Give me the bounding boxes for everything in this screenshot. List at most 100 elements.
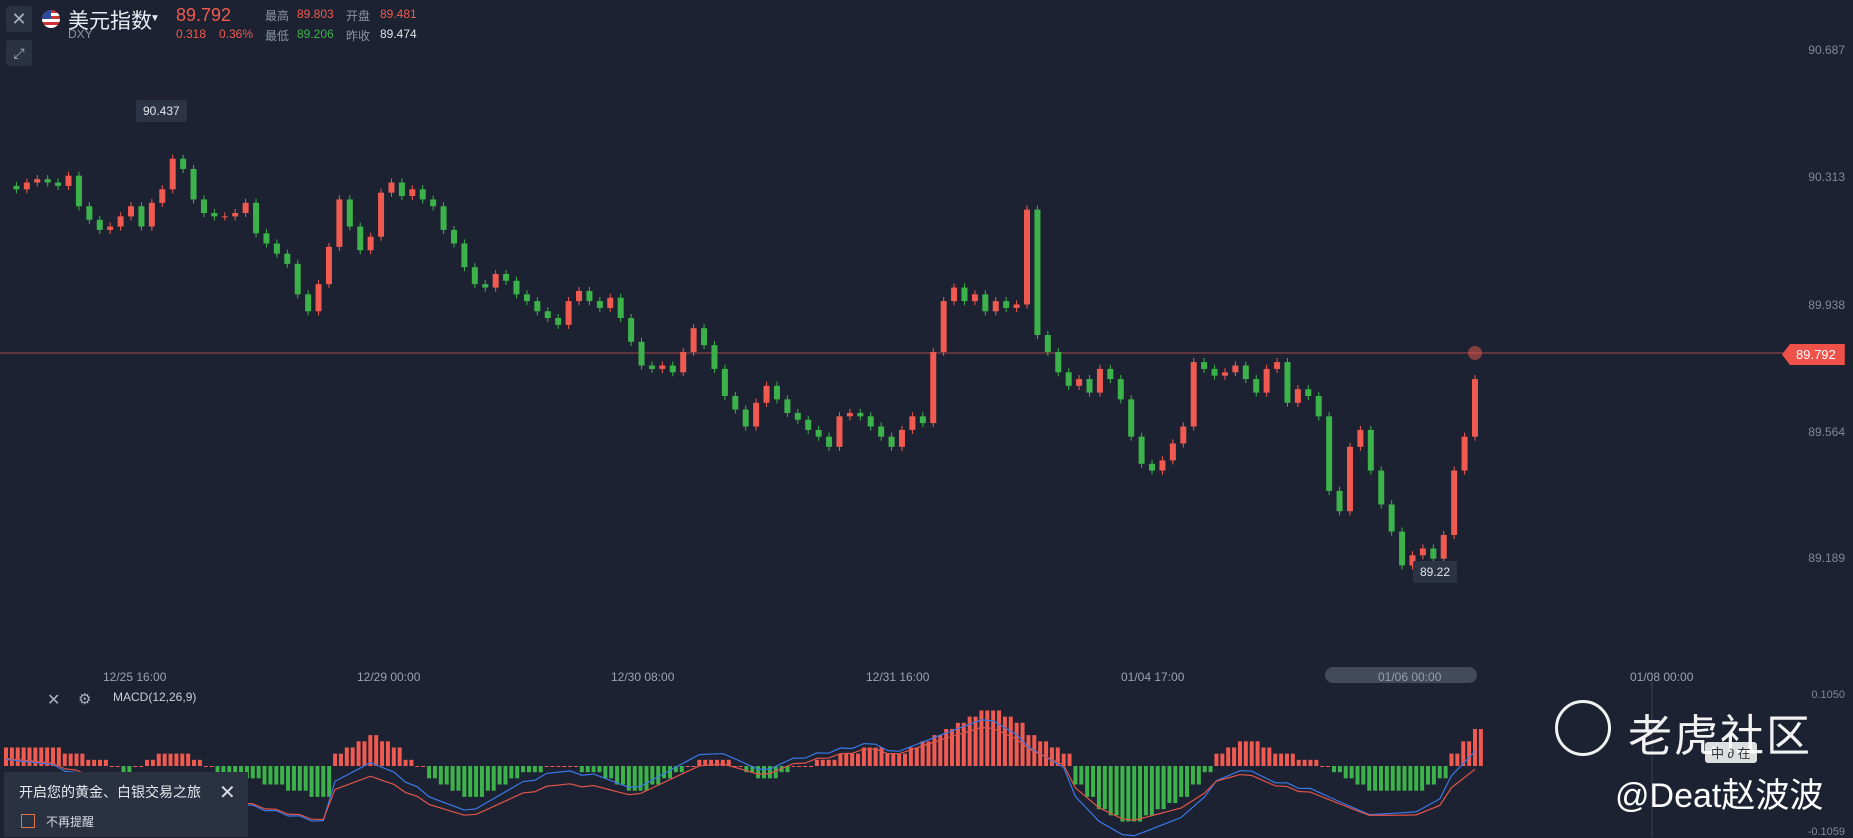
macd-bar	[1284, 753, 1289, 766]
candle-body	[971, 294, 978, 302]
high-marker: 90.437	[136, 100, 187, 122]
candle-body	[961, 287, 968, 302]
macd-bar	[456, 766, 461, 791]
candle-body	[190, 168, 197, 200]
candle-body	[763, 385, 770, 403]
candle-body	[565, 301, 572, 325]
macd-bar	[662, 766, 667, 779]
candle-body	[1305, 389, 1312, 396]
candle-body	[513, 280, 520, 295]
candle-body	[846, 412, 853, 417]
macd-bar	[479, 766, 484, 797]
close-chart-button[interactable]: ✕	[6, 6, 32, 32]
candle-body	[1274, 362, 1281, 369]
scroll-dots[interactable]	[1325, 667, 1477, 683]
symbol-code: DXY	[68, 27, 93, 41]
macd-bar	[1179, 766, 1184, 797]
macd-bar	[1085, 766, 1090, 797]
macd-bar	[1302, 759, 1307, 766]
candle-body	[1399, 531, 1406, 566]
dont-remind-checkbox[interactable]	[21, 814, 35, 828]
chevron-down-icon[interactable]: ▼	[150, 13, 160, 24]
candle-body	[617, 297, 624, 319]
macd-bar	[186, 753, 191, 766]
macd-bar	[1355, 766, 1360, 785]
candle-body	[690, 328, 697, 352]
macd-bar	[932, 735, 937, 766]
macd-bar	[773, 766, 778, 779]
candle-body	[1138, 436, 1145, 464]
macd-bar	[955, 722, 960, 766]
macd-bar	[1102, 766, 1107, 810]
promo-toast[interactable]: 开启您的黄金、白银交易之旅 ✕ 不再提醒	[4, 772, 248, 837]
candle-body	[159, 189, 166, 203]
candle-body	[325, 246, 332, 285]
macd-bar	[162, 753, 167, 766]
macd-bar	[1208, 766, 1213, 773]
macd-bar	[1279, 753, 1284, 766]
macd-bar	[1026, 735, 1031, 766]
last-price: 89.792	[176, 5, 232, 25]
x-tick: 12/30 08:00	[611, 670, 675, 684]
macd-bar	[1308, 759, 1313, 766]
macd-bar	[297, 766, 302, 791]
macd-dea-line	[5, 726, 1476, 821]
macd-title: MACD(12,26,9)	[113, 690, 197, 704]
candle-body	[857, 412, 864, 417]
macd-bar	[908, 747, 913, 766]
macd-bar	[250, 766, 255, 779]
macd-bar	[673, 766, 678, 773]
macd-bar	[1390, 766, 1395, 791]
candle-body	[1472, 379, 1478, 437]
toast-text: 开启您的黄金、白银交易之旅	[19, 784, 201, 800]
macd-bar	[1096, 766, 1101, 810]
macd-bar	[544, 766, 549, 767]
macd-bar	[215, 766, 220, 773]
close-icon[interactable]: ✕	[47, 692, 61, 709]
candle-body	[669, 365, 676, 373]
candle-body	[1107, 368, 1114, 380]
macd-bar	[597, 766, 602, 773]
candle-body	[315, 284, 322, 312]
candle-body	[576, 290, 583, 302]
macd-bar	[9, 747, 14, 766]
macd-bar	[374, 735, 379, 766]
macd-bar	[86, 759, 91, 766]
macd-bar	[197, 759, 202, 766]
candle-body	[461, 243, 468, 268]
macd-bar	[1478, 728, 1483, 766]
candle-body	[34, 179, 41, 183]
expand-icon[interactable]: ⤢	[6, 40, 32, 66]
macd-bar	[1255, 741, 1260, 766]
candle-body	[1003, 301, 1010, 308]
symbol-name[interactable]: 美元指数	[68, 10, 152, 33]
candle-body	[107, 226, 114, 230]
candle-body	[1034, 209, 1041, 335]
candle-body	[659, 365, 666, 369]
macd-bar	[615, 766, 620, 785]
candle-body	[1409, 555, 1416, 566]
candle-body	[430, 199, 437, 207]
macd-bar	[1320, 766, 1325, 767]
candle-body	[1253, 379, 1260, 393]
macd-bar	[262, 766, 267, 785]
candle-body	[200, 199, 207, 213]
macd-bar	[203, 766, 208, 767]
macd-bar	[4, 747, 8, 766]
candle-body	[148, 202, 155, 227]
candle-body	[1388, 504, 1395, 532]
macd-dif-line	[5, 719, 1476, 837]
macd-bar	[109, 766, 114, 767]
gear-icon[interactable]: ⚙	[78, 691, 92, 708]
macd-bar	[491, 766, 496, 791]
macd-bar	[21, 747, 26, 766]
prev-close-label: 昨收	[346, 29, 371, 43]
macd-bar	[1443, 766, 1448, 779]
candle-body	[534, 301, 541, 312]
macd-bar	[1014, 722, 1019, 766]
toast-close-icon[interactable]: ✕	[219, 782, 236, 804]
macd-bar	[180, 753, 185, 766]
macd-bar	[1149, 766, 1154, 816]
us-flag-icon	[42, 10, 60, 28]
